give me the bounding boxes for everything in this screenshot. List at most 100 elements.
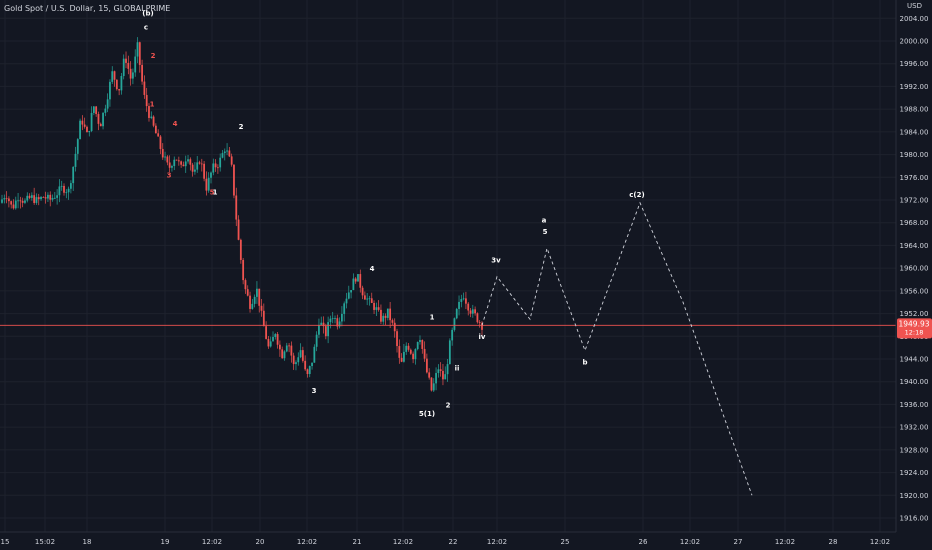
wave-label: 5(1) bbox=[419, 410, 435, 418]
candle-body bbox=[17, 200, 19, 202]
candle-body bbox=[327, 322, 330, 337]
candle-body bbox=[331, 318, 334, 320]
price-tick-label: 1924.00 bbox=[900, 469, 929, 477]
candle-body bbox=[164, 156, 166, 158]
price-tick-label: 1944.00 bbox=[900, 356, 929, 364]
candle-body bbox=[384, 315, 387, 318]
symbol-title[interactable]: Gold Spot / U.S. Dollar, 15, GLOBALPRIME bbox=[4, 4, 171, 13]
candle-body bbox=[338, 321, 341, 327]
candle-body bbox=[69, 183, 72, 189]
wave-label: b bbox=[582, 359, 587, 367]
price-tick-label: 1964.00 bbox=[900, 242, 929, 250]
candle-body bbox=[382, 315, 385, 322]
candle-body bbox=[389, 308, 392, 321]
wave-label: 2 bbox=[239, 123, 244, 131]
candle-body bbox=[444, 374, 447, 380]
wave-label: a bbox=[542, 217, 547, 225]
candle-body bbox=[272, 336, 274, 342]
wave-label: c bbox=[144, 24, 148, 32]
candle-body bbox=[187, 159, 189, 162]
candle-body bbox=[430, 377, 433, 391]
price-axis[interactable]: 2004.00 2000.00 1996.00 1992.00 1988.00 1984.… bbox=[900, 15, 929, 523]
time-tick-label: 22 bbox=[449, 538, 458, 546]
candle-body bbox=[313, 346, 316, 363]
candle-body bbox=[391, 320, 394, 323]
candle-body bbox=[205, 178, 208, 191]
candle-body bbox=[1, 199, 3, 203]
candle-body bbox=[102, 112, 104, 127]
candle-body bbox=[251, 303, 254, 309]
candle-body bbox=[265, 326, 268, 339]
candle-body bbox=[350, 290, 352, 293]
candles bbox=[1, 37, 483, 393]
candle-body bbox=[90, 112, 93, 132]
candle-body bbox=[281, 349, 284, 359]
candle-body bbox=[396, 331, 398, 347]
time-tick-label: 12:02 bbox=[870, 538, 890, 546]
wave-label: 4 bbox=[173, 120, 178, 128]
candle-body bbox=[448, 340, 451, 365]
candle-body bbox=[83, 124, 86, 127]
candle-body bbox=[274, 334, 277, 337]
candle-body bbox=[125, 58, 127, 63]
candle-body bbox=[223, 151, 226, 154]
candle-body bbox=[329, 318, 332, 323]
currency-label: USD bbox=[907, 2, 922, 10]
candle-body bbox=[67, 188, 70, 193]
candle-body bbox=[138, 42, 141, 65]
time-tick-label: 26 bbox=[639, 538, 648, 546]
candle-body bbox=[63, 185, 65, 193]
candle-body bbox=[345, 298, 348, 304]
time-tick-label: 12:02 bbox=[775, 538, 795, 546]
candle-body bbox=[237, 219, 240, 240]
time-axis[interactable]: 15 15:02 18 19 12:02 20 12:02 21 12:02 22 12:02 25 2… bbox=[1, 538, 891, 546]
price-tick-label: 2000.00 bbox=[900, 38, 929, 46]
wave-label: 2 bbox=[151, 52, 156, 60]
price-tick-label: 1932.00 bbox=[900, 424, 929, 432]
candle-body bbox=[435, 373, 437, 384]
candle-body bbox=[357, 274, 359, 282]
candle-body bbox=[3, 198, 6, 200]
wave-label: 1 bbox=[150, 100, 155, 108]
candle-body bbox=[157, 133, 160, 137]
candle-body bbox=[122, 58, 125, 77]
candle-body bbox=[233, 164, 235, 196]
time-tick-label: 21 bbox=[353, 538, 362, 546]
candle-body bbox=[324, 326, 327, 337]
candle-body bbox=[476, 313, 479, 323]
candle-body bbox=[246, 289, 249, 296]
candle-body bbox=[196, 162, 199, 170]
candle-body bbox=[347, 292, 350, 299]
candle-body bbox=[21, 200, 24, 203]
candle-body bbox=[24, 200, 26, 203]
candle-body bbox=[414, 349, 417, 360]
wave-label: 5 bbox=[210, 188, 215, 196]
countdown-label: 12:18 bbox=[905, 328, 924, 336]
candle-body bbox=[306, 369, 309, 375]
candle-body bbox=[228, 150, 231, 157]
candle-body bbox=[214, 163, 217, 168]
candle-body bbox=[42, 197, 45, 198]
candle-body bbox=[109, 81, 111, 100]
candle-body bbox=[244, 280, 247, 290]
price-tick-label: 1928.00 bbox=[900, 446, 929, 454]
candle-body bbox=[115, 79, 118, 90]
candle-body bbox=[377, 307, 380, 310]
candle-body bbox=[320, 322, 323, 325]
wave-label: 5 bbox=[543, 228, 548, 236]
wave-label: 1 bbox=[213, 188, 218, 196]
time-tick-label: 12:02 bbox=[393, 538, 413, 546]
candle-body bbox=[10, 201, 13, 205]
price-tick-label: 1976.00 bbox=[900, 174, 929, 182]
candle-body bbox=[216, 167, 219, 169]
candle-body bbox=[283, 351, 286, 359]
candle-body bbox=[33, 195, 36, 203]
price-tick-label: 2004.00 bbox=[900, 15, 929, 23]
candle-body bbox=[239, 239, 242, 260]
candle-body bbox=[341, 313, 343, 322]
candle-body bbox=[373, 302, 375, 310]
price-tick-label: 1968.00 bbox=[900, 219, 929, 227]
candle-body bbox=[437, 369, 440, 374]
